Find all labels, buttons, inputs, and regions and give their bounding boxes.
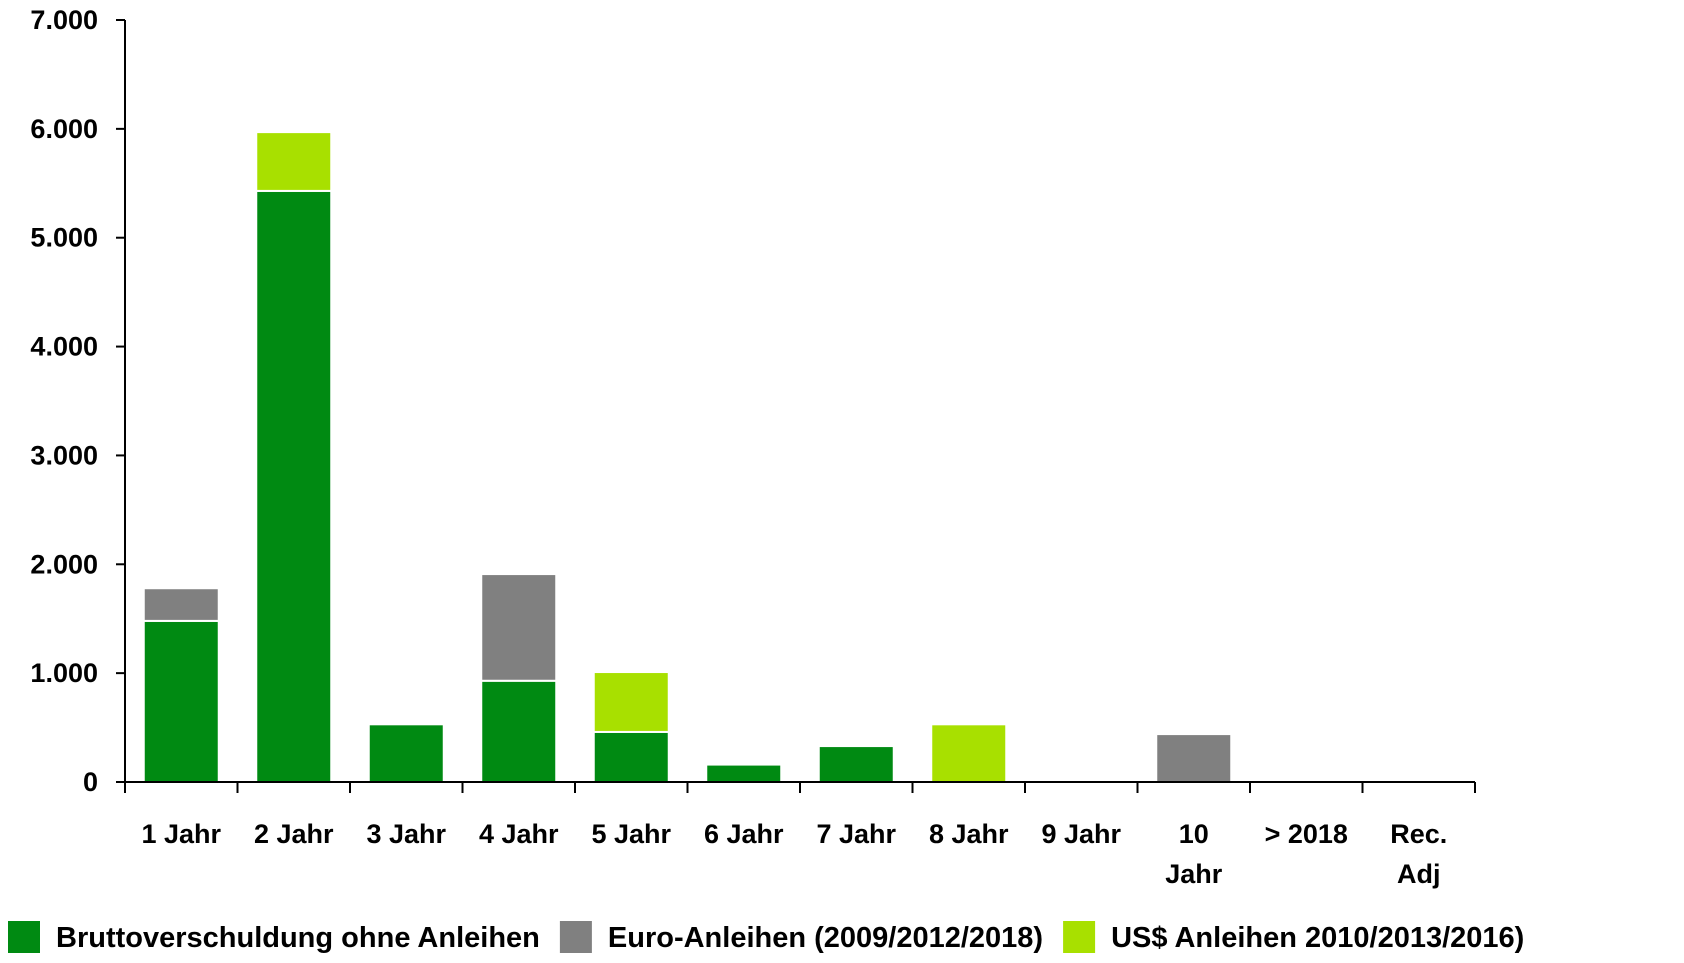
x-category-label: 6 Jahr (704, 819, 784, 849)
bar-segment (705, 763, 783, 784)
y-tick-label: 3.000 (30, 440, 98, 470)
bars-layer (142, 131, 1233, 784)
x-category-label: 4 Jahr (479, 819, 559, 849)
bar-segment (142, 587, 220, 622)
bar-segment (255, 189, 333, 784)
x-category-label: 1 Jahr (141, 819, 221, 849)
x-category-label: 7 Jahr (816, 819, 896, 849)
legend-swatch (559, 921, 592, 953)
x-category-label: 5 Jahr (591, 819, 671, 849)
bar-segment (817, 745, 895, 784)
legend-label: Euro-Anleihen (2009/2012/2018) (608, 922, 1043, 954)
axes-layer (116, 19, 1476, 793)
x-category-label: 10 Jahr (1165, 819, 1223, 889)
y-tick-label: 0 (83, 767, 98, 797)
y-tick-label: 6.000 (30, 114, 98, 144)
legend-label: US$ Anleihen 2010/2013/2016) (1111, 922, 1524, 954)
legend-swatch (8, 921, 40, 953)
bar-segment (930, 723, 1008, 783)
legend: Bruttoverschuldung ohne Anleihen Euro-Anl… (8, 921, 1524, 954)
x-category-label: Rec. Adj (1390, 819, 1447, 889)
y-tick-label: 1.000 (30, 658, 98, 688)
bar-segment (592, 671, 670, 733)
bar-segment (142, 619, 220, 784)
x-category-label: 9 Jahr (1041, 819, 1121, 849)
y-tick-label: 4.000 (30, 332, 98, 362)
x-category-label: 3 Jahr (366, 819, 446, 849)
bar-segment (255, 131, 333, 192)
bar-segment (480, 573, 558, 682)
legend-label: Bruttoverschuldung ohne Anleihen (56, 922, 540, 954)
y-tick-label: 7.000 (30, 5, 98, 35)
y-tick-label: 5.000 (30, 223, 98, 253)
bar-segment (592, 730, 670, 783)
bar-segment (367, 723, 445, 783)
x-category-label: > 2018 (1265, 819, 1348, 849)
bar-segment (480, 679, 558, 784)
x-category-label: 2 Jahr (254, 819, 334, 849)
y-tick-label: 2.000 (30, 549, 98, 579)
x-category-label: 8 Jahr (929, 819, 1009, 849)
legend-swatch (1063, 921, 1096, 953)
labels-layer: 0 1.000 2.000 3.000 4.000 5.000 6.000 7.000 1 Ja… (30, 5, 1447, 889)
bar-segment (1155, 733, 1233, 783)
